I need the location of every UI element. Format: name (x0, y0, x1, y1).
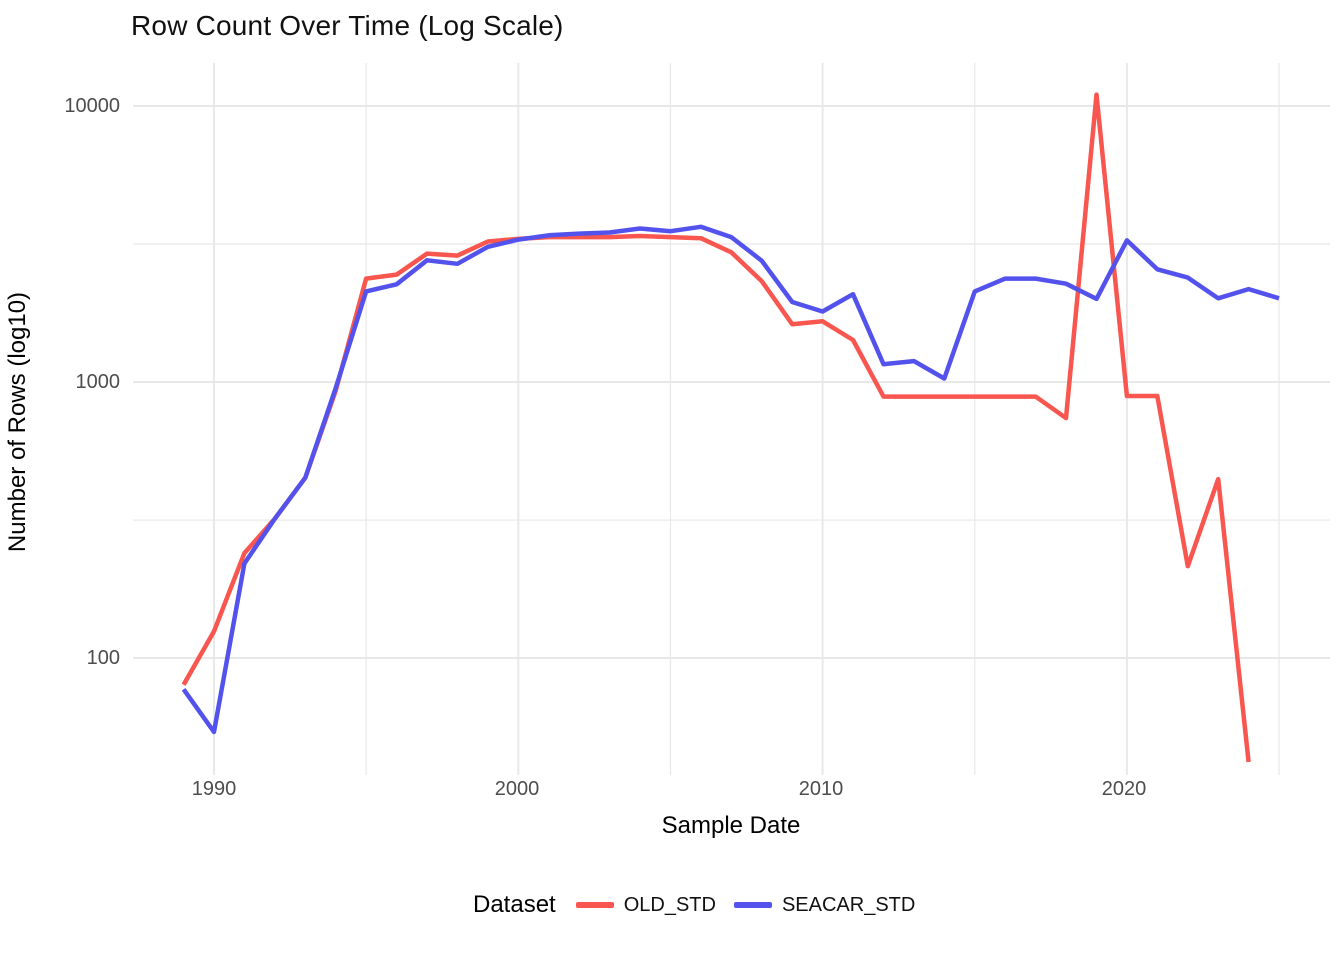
y-tick-label: 100 (86, 647, 120, 669)
legend-title: Dataset (473, 891, 556, 918)
x-axis-title: Sample Date (661, 812, 801, 839)
old-std-line-swatch-icon (575, 902, 614, 908)
x-tick-label: 1990 (191, 778, 237, 800)
series-line-old_std (181, 92, 1251, 763)
legend-item-old-std: OLD_STD (575, 893, 716, 917)
chart-title: Row Count Over Time (Log Scale) (131, 10, 564, 41)
x-tick-label: 2010 (798, 778, 844, 800)
legend-item-label: OLD_STD (623, 893, 716, 916)
legend: Dataset OLD_STD SEACAR_STD (473, 890, 915, 920)
y-axis-title: Number of Rows (log10) (4, 291, 31, 553)
x-tick-label: 2000 (494, 778, 540, 800)
legend-item-seacar-std: SEACAR_STD (733, 893, 916, 917)
plot-panel (133, 63, 1330, 775)
seacar-std-line-swatch-icon (733, 902, 772, 908)
legend-item-label: SEACAR_STD (781, 893, 916, 916)
y-tick-label: 10000 (64, 95, 120, 117)
y-tick-label: 1000 (75, 371, 121, 393)
series-line-seacar_std (181, 224, 1280, 735)
x-tick-label: 2020 (1101, 778, 1147, 800)
